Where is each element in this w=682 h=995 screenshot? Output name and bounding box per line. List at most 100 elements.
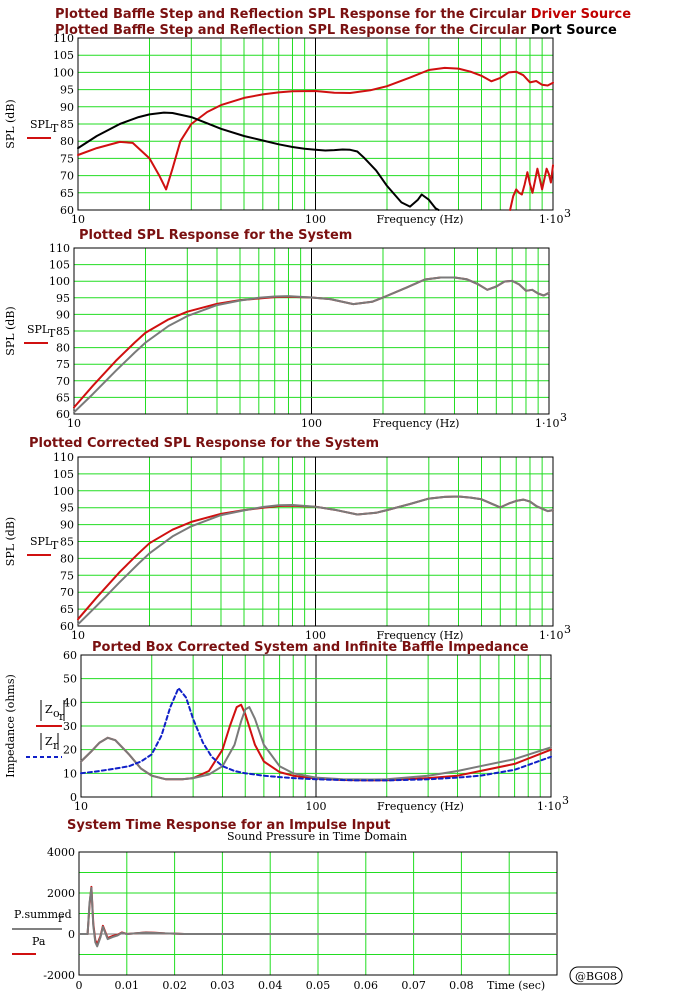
stamp-frame bbox=[569, 966, 623, 985]
chart-1-title-part: Driver Source bbox=[531, 7, 632, 22]
legend-chart-1-sub: T bbox=[51, 122, 59, 135]
legend-chart-2: SPL bbox=[27, 323, 50, 336]
x-tick-label: 10 bbox=[67, 417, 81, 430]
stamp-text: @BG08 bbox=[575, 970, 617, 983]
y-axis-title: Impedance (ohms) bbox=[4, 674, 17, 778]
legend-chart-4-top-sub: o bbox=[53, 707, 60, 720]
legend-chart-4-bottom-sub: r bbox=[53, 739, 59, 752]
y-tick-label: 90 bbox=[56, 308, 70, 321]
y-tick-label: 65 bbox=[60, 187, 74, 200]
x-axis-title: Time (sec) bbox=[487, 979, 545, 992]
chart-3-title: Plotted Corrected SPL Response for the S… bbox=[29, 436, 379, 451]
chart-1-title-2-part: Plotted Baffle Step and Reflection SPL R… bbox=[55, 23, 531, 38]
y-tick-label: -2000 bbox=[43, 969, 75, 982]
x-tick-label: 0.06 bbox=[354, 979, 379, 992]
y-tick-label: 75 bbox=[60, 569, 74, 582]
y-tick-label: 75 bbox=[60, 152, 74, 165]
series-line-2 bbox=[78, 886, 558, 948]
series-line-3 bbox=[80, 687, 552, 782]
x-tick-exponent: 3 bbox=[560, 411, 567, 424]
y-tick-label: 95 bbox=[60, 84, 74, 97]
chart-5-subtitle: Sound Pressure in Time Domain bbox=[227, 830, 407, 843]
x-tick-label: 100 bbox=[305, 213, 326, 226]
y-tick-label: 0 bbox=[68, 928, 75, 941]
y-tick-label: 40 bbox=[63, 696, 77, 709]
y-axis-title: SPL (dB) bbox=[4, 99, 17, 148]
y-tick-label: 75 bbox=[56, 358, 70, 371]
y-tick-label: 85 bbox=[56, 325, 70, 338]
y-tick-label: 60 bbox=[63, 649, 77, 662]
y-tick-label: 105 bbox=[53, 468, 74, 481]
series-line-2 bbox=[73, 276, 550, 414]
y-tick-label: 85 bbox=[60, 536, 74, 549]
chart-1: 60 65 70 75 80 85 90 95 100 105 110 10 100 1·10 3 Frequ… bbox=[4, 32, 571, 226]
x-tick-label: 0.01 bbox=[115, 979, 140, 992]
y-tick-label: 90 bbox=[60, 101, 74, 114]
chart-1-title-part: Plotted Baffle Step and Reflection SPL R… bbox=[55, 7, 531, 22]
y-tick-label: 100 bbox=[53, 66, 74, 79]
series-line-2 bbox=[77, 111, 440, 211]
y-tick-label: 20 bbox=[63, 744, 77, 757]
y-tick-label: 70 bbox=[60, 586, 74, 599]
y-axis-title: SPL (dB) bbox=[4, 306, 17, 355]
y-tick-label: 100 bbox=[53, 485, 74, 498]
y-tick-label: 110 bbox=[53, 32, 74, 45]
chart-2-title: Plotted SPL Response for the System bbox=[79, 228, 352, 243]
legend-chart-4-top-sub2: r bbox=[59, 710, 65, 723]
legend-chart-3-sub: T bbox=[51, 539, 59, 552]
x-tick-label: 10 bbox=[74, 800, 88, 813]
x-tick-label: 0.02 bbox=[162, 979, 187, 992]
legend-chart-4-bottom: Z bbox=[45, 735, 53, 748]
y-tick-label: 60 bbox=[56, 408, 70, 421]
chart-5-title: System Time Response for an Impulse Inpu… bbox=[67, 818, 390, 833]
x-tick-exponent: 3 bbox=[564, 623, 571, 636]
y-tick-label: 4000 bbox=[47, 846, 75, 859]
y-tick-label: 90 bbox=[60, 519, 74, 532]
x-tick-label: 0.07 bbox=[401, 979, 426, 992]
y-tick-label: 70 bbox=[56, 375, 70, 388]
y-tick-label: 60 bbox=[60, 620, 74, 633]
y-tick-label: 80 bbox=[56, 342, 70, 355]
x-tick-exponent: 3 bbox=[564, 207, 571, 220]
series-line-3 bbox=[509, 164, 554, 211]
series-line-2 bbox=[80, 706, 552, 781]
legend-chart-3: SPL bbox=[30, 535, 53, 548]
plot-frame bbox=[80, 654, 552, 798]
series-line-2 bbox=[77, 495, 554, 626]
y-tick-label: 105 bbox=[53, 49, 74, 62]
x-tick-label: 1·10 bbox=[537, 800, 562, 813]
x-tick-exponent: 3 bbox=[562, 794, 569, 807]
x-tick-label: 1·10 bbox=[539, 213, 564, 226]
y-tick-label: 0 bbox=[70, 791, 77, 804]
x-axis-title: Frequency (Hz) bbox=[377, 800, 464, 813]
x-tick-label: 0.03 bbox=[210, 979, 235, 992]
chart-4-title: Ported Box Corrected System and Infinite… bbox=[92, 640, 529, 655]
series-line-1 bbox=[77, 66, 554, 191]
y-tick-label: 110 bbox=[53, 451, 74, 464]
y-tick-label: 105 bbox=[49, 259, 70, 272]
y-tick-label: 60 bbox=[60, 204, 74, 217]
y-tick-label: 110 bbox=[49, 242, 70, 255]
x-axis-title: Frequency (Hz) bbox=[377, 629, 464, 642]
y-axis-title: SPL (dB) bbox=[4, 517, 17, 566]
x-tick-label: 100 bbox=[301, 417, 322, 430]
x-tick-label: 1·10 bbox=[535, 417, 560, 430]
x-axis-title: Frequency (Hz) bbox=[373, 417, 460, 430]
chart-1-title-2: Plotted Baffle Step and Reflection SPL R… bbox=[55, 23, 617, 38]
y-tick-label: 80 bbox=[60, 135, 74, 148]
y-tick-label: 50 bbox=[63, 673, 77, 686]
y-tick-label: 85 bbox=[60, 118, 74, 131]
x-tick-label: 0.04 bbox=[258, 979, 283, 992]
x-tick-label: 10 bbox=[71, 213, 85, 226]
y-tick-label: 80 bbox=[60, 552, 74, 565]
chart-3: 60 65 70 75 80 85 90 95 100 105 110 10 100 1·10 3 Frequ… bbox=[4, 451, 571, 642]
plot-frame bbox=[78, 851, 558, 976]
legend-chart-5-top: P bbox=[14, 908, 22, 921]
plot-frame bbox=[77, 456, 554, 627]
x-tick-label: 0.05 bbox=[306, 979, 331, 992]
y-tick-label: 30 bbox=[63, 720, 77, 733]
plot-frame bbox=[77, 37, 554, 211]
